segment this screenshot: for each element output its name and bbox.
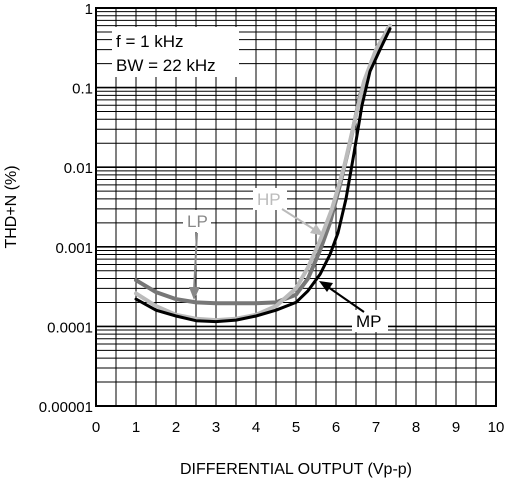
condition-bandwidth: BW = 22 kHz: [116, 56, 216, 75]
hp-label: HP: [257, 190, 281, 209]
y-tick-label: 0.001: [55, 240, 93, 257]
x-tick-label: 2: [172, 419, 180, 436]
lp-arrow-head: [189, 287, 200, 300]
series-line-mp: [134, 27, 392, 324]
lp-label-box: [183, 210, 211, 232]
series-line-hp: [134, 23, 392, 323]
plot-frame: [95, 7, 497, 407]
hp-label-box: [253, 188, 287, 210]
hp-arrow-line: [281, 208, 316, 231]
x-tick-label: 8: [412, 419, 420, 436]
tick-labels: 0 1 2 3 4 5 6 7 8 9 10 0.00001 0.0001 0.001 0.01 0.1 1: [39, 1, 505, 436]
y-tick-label: 1: [85, 1, 93, 18]
series-lines: [134, 23, 392, 324]
mp-label-box: [352, 310, 388, 332]
x-tick-label: 0: [92, 419, 100, 436]
lp-arrow-line: [193, 232, 198, 291]
x-tick-label: 5: [292, 419, 300, 436]
x-tick-label: 4: [252, 419, 260, 436]
y-axis-title: THD+N (%): [3, 165, 20, 248]
conditions-box: [112, 27, 239, 77]
condition-frequency: f = 1 kHz: [116, 32, 184, 51]
x-tick-label: 3: [212, 419, 220, 436]
y-tick-label: 0.01: [64, 160, 93, 177]
x-tick-label: 9: [452, 419, 460, 436]
x-tick-label: 7: [372, 419, 380, 436]
x-tick-label: 10: [488, 419, 505, 436]
mp-label: MP: [356, 312, 382, 331]
hp-arrow-head: [310, 224, 324, 236]
lp-label: LP: [187, 212, 208, 231]
x-tick-label: 6: [332, 419, 340, 436]
y-tick-label: 0.0001: [47, 319, 93, 336]
y-tick-label: 0.1: [72, 81, 93, 98]
x-tick-label: 1: [132, 419, 140, 436]
y-tick-label: 0.00001: [39, 399, 93, 416]
x-axis-title: DIFFERENTIAL OUTPUT (Vp-p): [180, 461, 412, 478]
mp-arrow-line: [327, 286, 365, 313]
mp-arrow-head: [319, 281, 333, 292]
